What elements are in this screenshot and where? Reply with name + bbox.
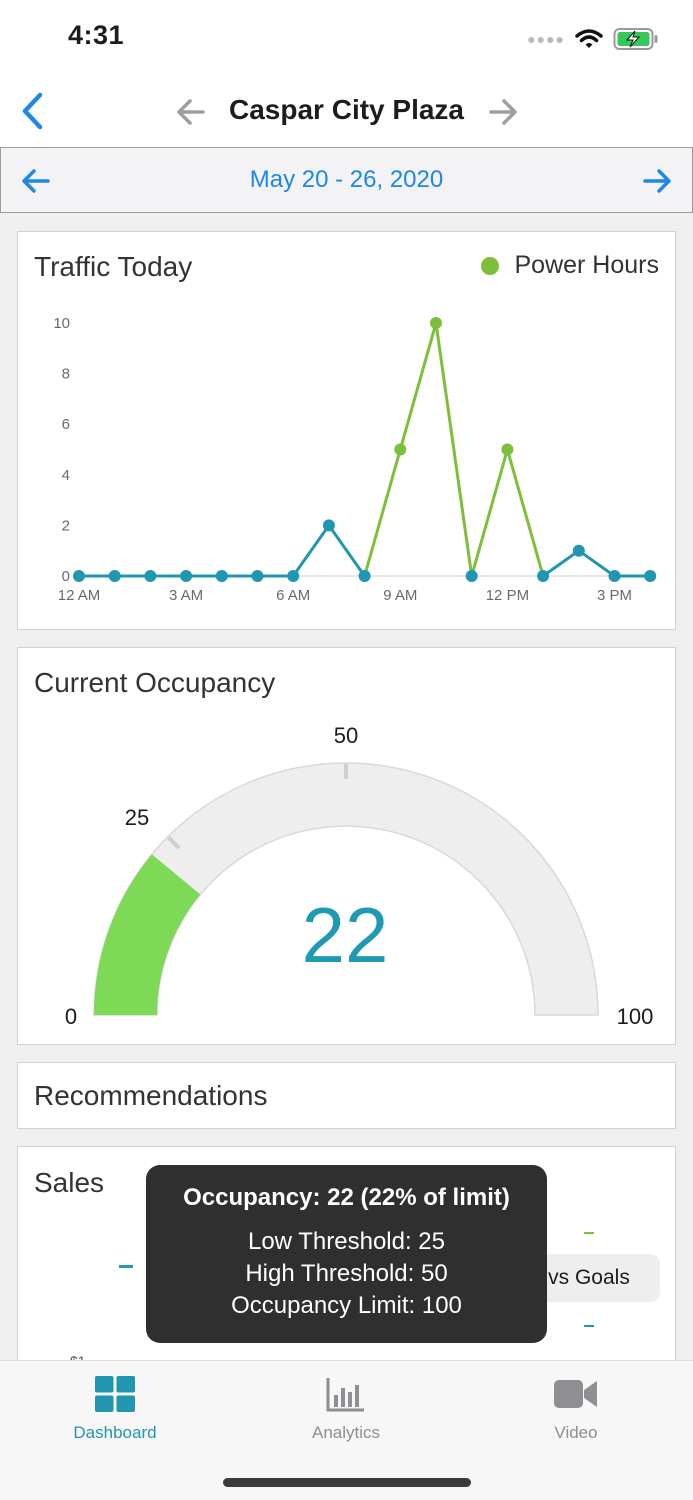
gauge-min-label: 0 <box>65 1004 77 1029</box>
y-tick-label: 10 <box>53 315 70 332</box>
occupancy-tooltip: Occupancy: 22 (22% of limit) Low Thresho… <box>146 1165 547 1343</box>
data-point <box>430 317 442 329</box>
sales-dash-left <box>119 1265 133 1268</box>
series-line-segment <box>291 523 331 578</box>
data-point <box>537 570 550 582</box>
series-line-segment <box>505 448 545 578</box>
gauge-mid-label: 50 <box>334 723 358 748</box>
battery-charging-icon <box>613 28 658 50</box>
data-point <box>251 570 264 582</box>
series-line-segment <box>434 321 474 578</box>
date-range-label[interactable]: May 20 - 26, 2020 <box>249 166 444 193</box>
tab-label-video: Video <box>554 1423 598 1442</box>
home-indicator <box>223 1478 471 1487</box>
data-point <box>465 570 478 582</box>
tab-analytics[interactable]: Analytics <box>276 1375 416 1443</box>
legend-label: Power Hours <box>514 251 660 279</box>
x-tick-label: 9 AM <box>383 587 417 604</box>
wifi-icon <box>575 29 603 48</box>
next-week-arrow-icon[interactable] <box>642 168 672 194</box>
y-tick-label: 6 <box>62 416 70 433</box>
occupancy-gauge[interactable]: 0 25 50 100 22 <box>18 648 675 1044</box>
tab-bar: Dashboard Analytics Video <box>0 1360 693 1500</box>
site-title: Caspar City Plaza <box>229 94 464 125</box>
data-point <box>501 443 514 456</box>
previous-week-arrow-icon[interactable] <box>21 168 51 194</box>
status-icons: ●●●● <box>527 22 659 56</box>
tab-label-dashboard: Dashboard <box>73 1423 157 1442</box>
sales-dash-right-bottom <box>584 1325 594 1327</box>
card-title-traffic: Traffic Today <box>34 251 193 282</box>
previous-site-arrow-icon[interactable] <box>175 97 207 127</box>
x-tick-label: 12 AM <box>58 587 101 604</box>
traffic-line-chart[interactable]: 0 2 4 6 8 10 12 AM 3 AM 6 AM 9 AM 12 PM 3 PM <box>18 232 675 629</box>
card-title-recommendations: Recommendations <box>34 1080 268 1111</box>
card-title-sales: Sales <box>34 1167 105 1198</box>
gauge-low-label: 25 <box>125 805 149 830</box>
y-tick-label: 4 <box>62 467 70 484</box>
gauge-max-label: 100 <box>617 1004 654 1029</box>
x-tick-label: 12 PM <box>486 587 529 604</box>
traffic-today-card: Traffic Today Power Hours 0 2 4 6 8 10 12 AM 3 … <box>17 231 676 630</box>
status-time: 4:31 <box>68 20 125 50</box>
tooltip-high-threshold: High Threshold: 50 <box>245 1260 448 1287</box>
series-line-segment <box>398 321 438 451</box>
tab-label-analytics: Analytics <box>311 1423 381 1442</box>
gauge-tick-25 <box>167 836 181 850</box>
sales-dash-right-top <box>584 1232 594 1234</box>
data-point <box>144 570 157 582</box>
video-icon <box>554 1380 597 1408</box>
x-tick-label: 6 AM <box>276 587 310 604</box>
current-occupancy-card: Current Occupancy 0 25 50 100 22 <box>17 647 676 1045</box>
data-point <box>73 570 85 582</box>
data-point <box>394 443 407 456</box>
series-line-segment <box>541 549 581 578</box>
y-tick-label: 2 <box>62 517 70 534</box>
data-point <box>644 570 657 582</box>
data-point <box>608 570 621 582</box>
back-chevron-icon[interactable] <box>18 92 48 130</box>
date-range-bar: May 20 - 26, 2020 <box>0 147 693 213</box>
tab-dashboard[interactable]: Dashboard <box>45 1375 185 1443</box>
data-point <box>108 570 121 582</box>
data-point <box>358 570 371 582</box>
data-point <box>215 570 228 582</box>
tooltip-low-threshold: Low Threshold: 25 <box>247 1228 445 1255</box>
dashboard-icon <box>95 1376 135 1412</box>
series-line-segment <box>363 448 402 578</box>
card-title-occupancy: Current Occupancy <box>34 667 276 698</box>
analytics-icon <box>326 1378 364 1412</box>
chart-legend: Power Hours <box>480 251 660 280</box>
recommendations-card[interactable]: Recommendations <box>17 1062 676 1129</box>
tab-video[interactable]: Video <box>506 1375 646 1443</box>
data-point <box>287 570 300 582</box>
gauge-fill <box>94 854 201 1015</box>
series-line-segment <box>577 549 616 578</box>
series-line-segment <box>327 523 367 578</box>
y-tick-label: 0 <box>62 568 70 585</box>
tooltip-occupancy-limit: Occupancy Limit: 100 <box>231 1292 462 1319</box>
top-bar: 4:31 ●●●● Caspar City Plaza <box>0 0 693 148</box>
next-site-arrow-icon[interactable] <box>487 97 519 127</box>
gauge-track <box>93 762 599 1016</box>
data-point <box>180 570 193 582</box>
occupancy-value: 22 <box>302 891 389 979</box>
tooltip-title: Occupancy: 22 (22% of limit) <box>183 1184 510 1211</box>
x-tick-label: 3 AM <box>169 587 203 604</box>
legend-dot-icon <box>480 256 499 275</box>
signal-icon: ●●●● <box>527 31 565 47</box>
y-tick-label: 8 <box>62 366 70 383</box>
data-point <box>572 544 585 557</box>
x-tick-label: 3 PM <box>597 587 632 604</box>
data-point <box>322 519 335 532</box>
series-line-segment <box>470 448 509 578</box>
